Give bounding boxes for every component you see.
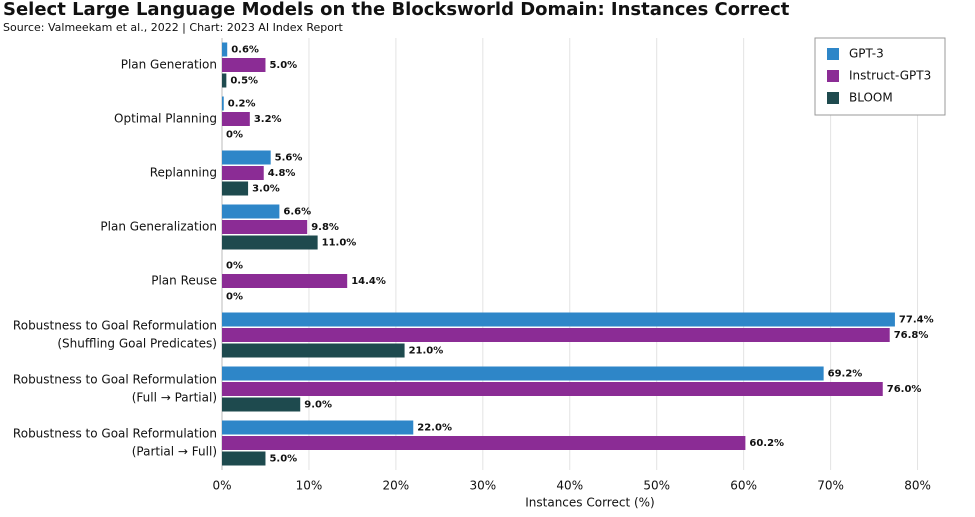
value-label: 14.4%: [351, 276, 386, 287]
value-label: 0%: [226, 292, 243, 303]
x-tick-label: 70%: [817, 479, 844, 493]
bar: [222, 42, 228, 57]
x-tick-label: 10%: [296, 479, 323, 493]
value-label: 0.5%: [230, 76, 258, 87]
y-tick-label: Replanning: [150, 166, 217, 180]
bar: [222, 274, 348, 288]
value-label: 76.0%: [887, 384, 922, 395]
bar: [222, 150, 271, 165]
bar: [222, 96, 224, 111]
x-tick-label: 0%: [212, 479, 231, 493]
value-label: 9.8%: [311, 222, 339, 233]
y-tick-label: Robustness to Goal Reformulation: [13, 373, 217, 387]
bar: [222, 312, 895, 327]
value-label: 0.6%: [231, 45, 259, 56]
bar: [222, 420, 414, 435]
value-label: 0%: [226, 130, 243, 141]
chart-title: Select Large Language Models on the Bloc…: [3, 0, 790, 20]
bar: [222, 366, 824, 381]
x-tick-label: 50%: [643, 479, 670, 493]
legend-swatch: [827, 70, 839, 82]
bar: [222, 112, 250, 126]
value-label: 9.0%: [304, 400, 332, 411]
bar: [222, 235, 318, 250]
value-label: 5.6%: [275, 153, 303, 164]
x-tick-label: 40%: [556, 479, 583, 493]
x-tick-label: 60%: [730, 479, 757, 493]
y-tick-label: Optimal Planning: [114, 112, 217, 126]
bar: [222, 436, 746, 450]
value-label: 6.6%: [283, 207, 311, 218]
value-label: 4.8%: [268, 168, 296, 179]
x-tick-label: 80%: [904, 479, 931, 493]
value-label: 3.2%: [254, 114, 282, 125]
bar: [222, 204, 280, 219]
y-tick-label: (Partial → Full): [132, 445, 217, 459]
value-label: 21.0%: [409, 346, 444, 357]
y-tick-label: (Full → Partial): [132, 391, 217, 405]
legend-swatch: [827, 48, 839, 60]
value-label: 0%: [226, 261, 243, 272]
chart-subtitle: Source: Valmeekam et al., 2022 | Chart: …: [3, 21, 344, 34]
y-tick-label: Plan Generalization: [100, 220, 217, 234]
bar: [222, 343, 405, 358]
value-label: 5.0%: [269, 60, 297, 71]
value-label: 76.8%: [894, 330, 929, 341]
value-label: 69.2%: [828, 369, 863, 380]
legend: GPT-3 Instruct-GPT3 BLOOM: [814, 37, 946, 116]
legend-swatch: [827, 92, 839, 104]
value-label: 3.0%: [252, 184, 280, 195]
bar: [222, 382, 883, 396]
y-tick-label: (Shuffling Goal Predicates): [57, 337, 217, 351]
y-tick-label: Robustness to Goal Reformulation: [13, 427, 217, 441]
bar: [222, 220, 308, 234]
x-axis-title: Instances Correct (%): [525, 496, 655, 510]
y-tick-label: Robustness to Goal Reformulation: [13, 319, 217, 333]
bar: [222, 166, 264, 180]
legend-label: Instruct-GPT3: [849, 69, 931, 83]
value-label: 77.4%: [899, 315, 934, 326]
value-label: 5.0%: [269, 454, 297, 465]
legend-label: BLOOM: [849, 91, 893, 105]
value-label: 11.0%: [322, 238, 357, 249]
bar: [222, 451, 266, 466]
value-label: 22.0%: [417, 423, 452, 434]
bar: [222, 397, 301, 412]
x-tick-label: 30%: [469, 479, 496, 493]
y-tick-label: Plan Generation: [121, 58, 217, 72]
x-tick-label: 20%: [383, 479, 410, 493]
y-tick-label: Plan Reuse: [151, 274, 217, 288]
value-label: 60.2%: [749, 438, 784, 449]
bar: [222, 58, 266, 72]
value-label: 0.2%: [228, 99, 256, 110]
bar: [222, 181, 249, 196]
legend-label: GPT-3: [849, 47, 884, 61]
bar: [222, 328, 890, 342]
bar: [222, 73, 227, 88]
